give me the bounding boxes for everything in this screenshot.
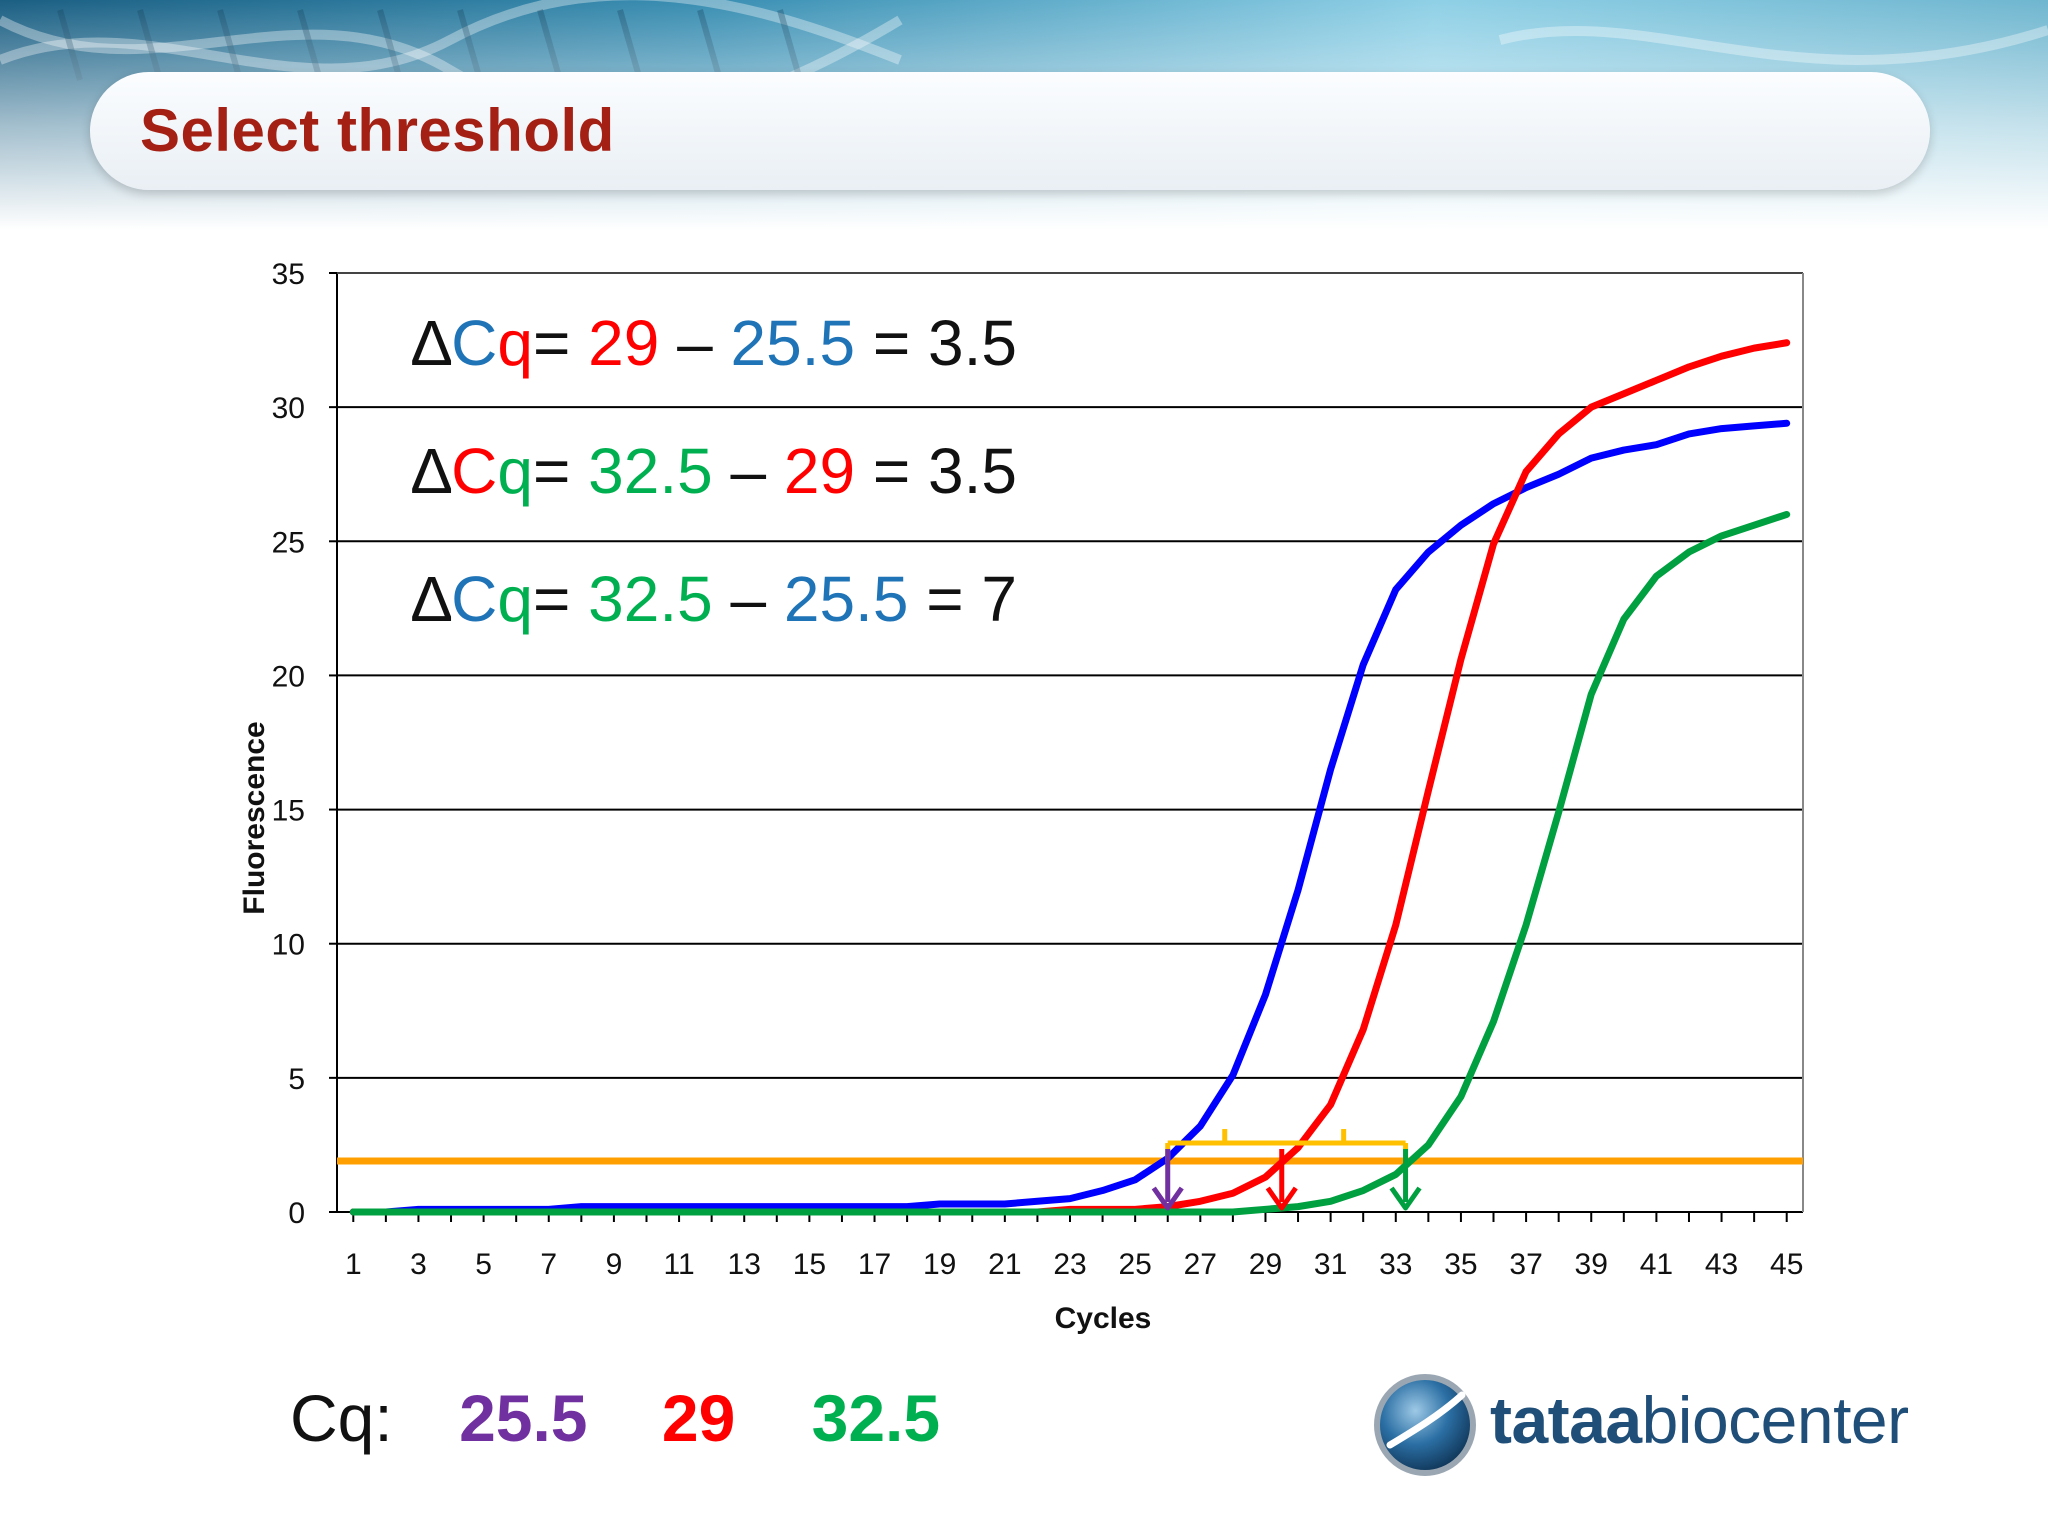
x-tick-label: 37 [1509,1248,1542,1281]
y-tick-label: 20 [272,660,305,693]
cq-arrow-head-2 [1389,1186,1422,1211]
y-tick-label: 10 [272,929,305,962]
y-axis-label: Fluorescence [238,721,271,914]
delta-cq-part: – [713,563,784,635]
series-lines [349,339,1791,1216]
delta-cq-part: = [533,563,588,635]
x-tick-label: 11 [663,1248,694,1281]
slide-title: Select threshold [140,97,615,164]
y-tick-label: 30 [272,392,305,425]
cq-value-green: 32.5 [811,1381,941,1455]
delta-cq-annotations: ∆Cq= 29 – 25.5 = 3.5∆Cq= 32.5 – 29 = 3.5… [412,307,1017,635]
delta-cq-part: C [451,563,497,635]
delta-cq-part: q [497,435,533,507]
delta-cq-line-1: ∆Cq= 29 – 25.5 = 3.5 [412,307,1017,379]
delta-cq-part: q [497,563,533,635]
brand-light: biocenter [1641,1383,1910,1457]
delta-cq-part: = 3.5 [855,435,1017,507]
delta-cq-line-2: ∆Cq= 32.5 – 29 = 3.5 [412,435,1017,507]
grid [337,272,1803,1079]
y-tick-label: 15 [272,795,305,828]
y-tick-labels: 0 5 10 15 20 25 30 35 [272,258,305,1230]
x-tick-labels: 1 3 5 7 9 11 13 15 17 19 21 23 25 27 29 31 33 35 37 39 41 43 4… [345,1248,1803,1281]
series-line-green [349,510,1791,1216]
x-tick-label: 3 [410,1248,427,1281]
delta-cq-part: ∆ [412,307,452,379]
delta-cq-part: = 7 [908,563,1017,635]
cq-value-red: 29 [661,1381,736,1455]
series-line-blue [349,419,1791,1216]
title-bar [90,72,1930,190]
x-axis-label: Cycles [1055,1302,1152,1335]
x-tick-label: 19 [923,1248,956,1281]
x-tick-label: 45 [1770,1248,1803,1281]
x-tick-label: 39 [1575,1248,1608,1281]
cq-label: Cq: [290,1381,393,1455]
globe-icon [1374,1374,1476,1476]
cq-summary: Cq: 25.5 29 32.5 [290,1380,940,1456]
y-tick-label: 35 [272,258,305,291]
delta-cq-part: 32.5 [588,563,713,635]
x-tick-label: 17 [858,1248,891,1281]
delta-cq-part: = [533,435,588,507]
x-tick-label: 35 [1444,1248,1477,1281]
x-tick-label: 27 [1184,1248,1217,1281]
x-tick-label: 15 [793,1248,826,1281]
cq-arrow-head-1 [1265,1186,1298,1211]
brand-bold: tataa [1490,1383,1642,1457]
x-tick-label: 21 [988,1248,1021,1281]
x-tick-label: 13 [728,1248,761,1281]
y-tick-label: 5 [288,1063,305,1096]
delta-cq-part: ∆ [412,563,452,635]
x-tick-label: 7 [540,1248,557,1281]
x-tick-label: 43 [1705,1248,1738,1281]
x-tick-label: 33 [1379,1248,1412,1281]
y-tick-label: 0 [288,1197,305,1230]
x-tick-label: 9 [606,1248,623,1281]
delta-cq-line-3: ∆Cq= 32.5 – 25.5 = 7 [412,563,1017,635]
delta-cq-part: 32.5 [588,435,713,507]
delta-cq-part: = [533,307,588,379]
delta-cq-part: C [451,307,497,379]
x-tick-label: 25 [1118,1248,1151,1281]
delta-cq-part: q [497,307,533,379]
delta-cq-part: – [713,435,784,507]
x-tick-label: 29 [1249,1248,1282,1281]
cq-value-blue: 25.5 [459,1381,588,1455]
delta-cq-part: 29 [588,307,659,379]
y-tick-label: 25 [272,526,305,559]
delta-cq-part: – [659,307,730,379]
delta-cq-part: = 3.5 [855,307,1017,379]
delta-cq-part: 25.5 [730,307,855,379]
x-tick-label: 31 [1314,1248,1347,1281]
brand-name: tataabiocenter [1490,1382,1909,1458]
tataa-logo: tataabiocenter [1370,1370,1970,1480]
cq-arrows [1151,1149,1422,1211]
x-tick-label: 41 [1640,1248,1673,1281]
delta-cq-part: ∆ [412,435,452,507]
x-tick-label: 1 [345,1248,362,1281]
cq-arrow-head-0 [1151,1186,1184,1211]
x-tick-label: 23 [1053,1248,1086,1281]
delta-cq-part: 29 [784,435,855,507]
delta-cq-part: 25.5 [784,563,909,635]
delta-cq-part: C [451,435,497,507]
x-tick-label: 5 [475,1248,492,1281]
